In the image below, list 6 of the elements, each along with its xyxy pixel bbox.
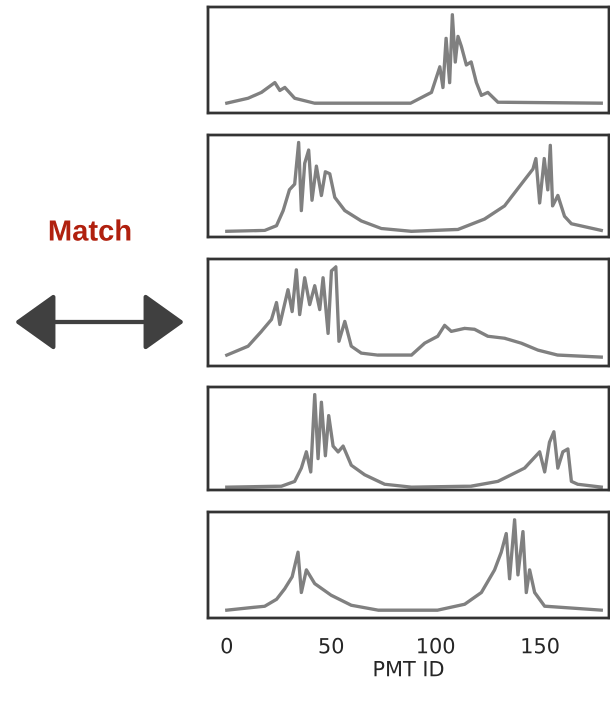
x-tick-label: 100 bbox=[418, 638, 454, 654]
x-tick-label: 0 bbox=[222, 638, 232, 654]
x-tick-label: 50 bbox=[320, 638, 344, 654]
x-tick-label: 150 bbox=[522, 638, 559, 654]
x-axis-title: PMT ID bbox=[374, 661, 444, 676]
text: Match bbox=[50, 219, 130, 241]
